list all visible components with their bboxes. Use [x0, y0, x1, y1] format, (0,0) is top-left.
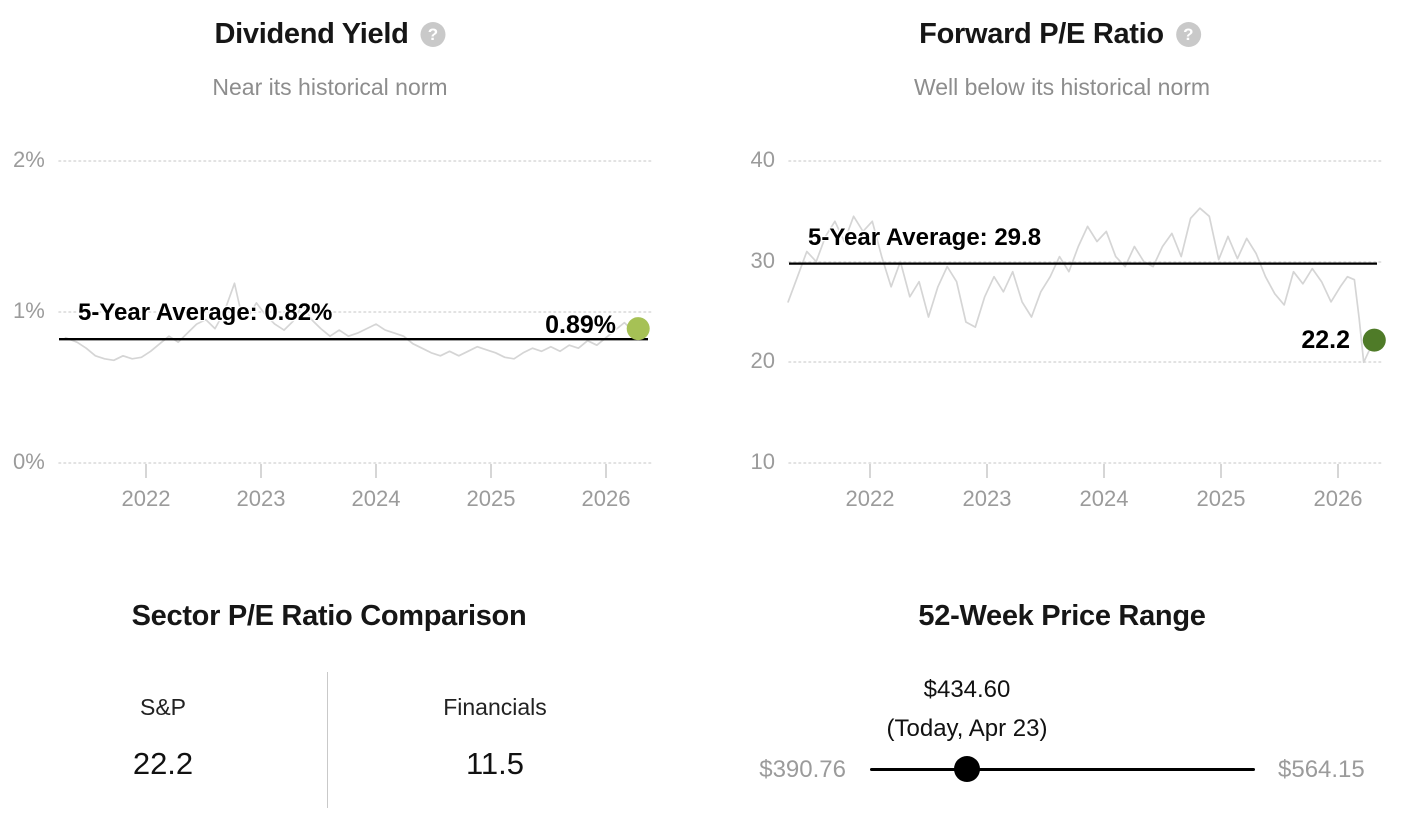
sector-column-label: S&P: [139, 694, 187, 720]
dividend-yield-current-label: 0.89%: [545, 311, 616, 339]
x-axis-label: 2024: [351, 486, 401, 511]
x-axis-label: 2025: [466, 486, 516, 511]
today-price: $434.60: [923, 676, 1011, 703]
dividend-yield-title: Dividend Yield: [214, 18, 409, 50]
y-axis-label: 0%: [13, 449, 45, 474]
dividend-yield-subtitle: Near its historical norm: [212, 74, 448, 100]
forward-pe-title: Forward P/E Ratio: [919, 18, 1164, 50]
forward-pe-gridlines: [788, 160, 1383, 464]
range-high-label: $564.15: [1278, 756, 1365, 783]
y-axis-label: 30: [750, 248, 775, 273]
today-date-label: (Today, Apr 23): [886, 715, 1048, 742]
sector-column-label: Financials: [443, 694, 547, 720]
help-icon[interactable]: ?: [420, 22, 446, 47]
forward-pe-x-ticks: [869, 464, 1339, 478]
forward-pe-subtitle: Well below its historical norm: [913, 74, 1211, 100]
charts-svg: [58, 160, 1386, 478]
y-axis-label: 40: [750, 147, 775, 172]
x-axis-label: 2022: [121, 486, 171, 511]
x-axis-label: 2023: [962, 486, 1012, 511]
price-range-title: 52-Week Price Range: [918, 600, 1206, 632]
x-axis-label: 2025: [1196, 486, 1246, 511]
dividend-yield-current-dot: [626, 317, 650, 341]
x-axis-label: 2026: [581, 486, 631, 511]
y-axis-label: 10: [750, 449, 775, 474]
y-axis-label: 2%: [13, 147, 45, 172]
sector-column-value: 11.5: [465, 746, 525, 781]
sector-column-value: 22.2: [132, 746, 194, 781]
sector-comparison-title: Sector P/E Ratio Comparison: [131, 600, 527, 632]
price-range-handle[interactable]: [954, 756, 980, 782]
dividend-yield-gridlines: [58, 160, 655, 464]
x-axis-label: 2024: [1079, 486, 1129, 511]
x-axis-label: 2023: [236, 486, 286, 511]
y-axis-label: 1%: [13, 298, 45, 323]
x-axis-label: 2022: [845, 486, 895, 511]
forward-pe-average-label: 5-Year Average: 29.8: [808, 224, 1042, 251]
vertical-divider: [327, 672, 328, 808]
dividend-yield-average-label: 5-Year Average: 0.82%: [78, 299, 333, 326]
forward-pe-current-dot: [1362, 328, 1386, 352]
x-axis-label: 2026: [1313, 486, 1363, 511]
help-icon[interactable]: ?: [1175, 22, 1201, 47]
forward-pe-header: Forward P/E Ratio ?: [919, 18, 1201, 51]
forward-pe-series-line: [787, 207, 1376, 364]
price-range-track: [870, 768, 1255, 771]
dividend-yield-x-ticks: [145, 464, 607, 478]
range-low-label: $390.76: [759, 756, 846, 783]
forward-pe-current-label: 22.2: [1301, 326, 1350, 354]
y-axis-label: 20: [750, 348, 775, 373]
dividend-yield-header: Dividend Yield ?: [214, 18, 446, 51]
